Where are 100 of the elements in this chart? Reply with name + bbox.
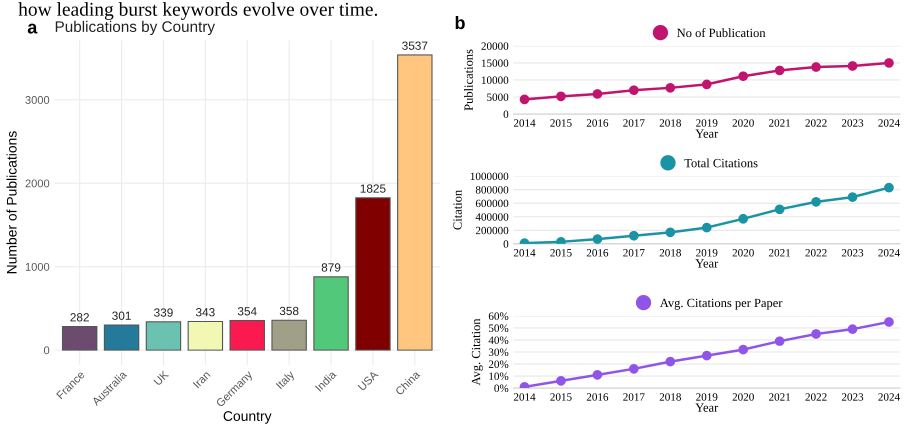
- point: [738, 71, 748, 82]
- bar: [355, 197, 391, 351]
- point: [884, 317, 894, 327]
- y-tick-label: 1000: [26, 262, 50, 271]
- text: a: [28, 24, 38, 34]
- point: [774, 66, 784, 76]
- point: [665, 82, 676, 93]
- x-tick-label: 2021: [769, 119, 790, 127]
- x-tick-label: 2019: [696, 249, 718, 257]
- x-tick-label: 2015: [550, 393, 572, 401]
- y-tick-label: 400000: [476, 213, 508, 221]
- chart-title: Publications by Country: [56, 20, 216, 36]
- y-tick-label: 600000: [476, 200, 508, 208]
- data-label: 879: [322, 263, 340, 272]
- x-tick-label: 2024: [878, 249, 900, 257]
- x-tick-label: 2023: [842, 249, 864, 257]
- x-tick-label: UK: [153, 370, 170, 386]
- point: [848, 324, 858, 334]
- data-label: 282: [70, 313, 89, 322]
- x-tick-label: 2017: [623, 249, 645, 257]
- y-tick-label: 0: [504, 110, 508, 118]
- point: [628, 364, 639, 374]
- x-tick-label: 2020: [732, 119, 754, 127]
- y-axis-title: Avg. Citation: [472, 318, 483, 386]
- x-tick-label: 2023: [842, 119, 864, 127]
- x-tick-label: 2014: [514, 393, 536, 401]
- bar: [104, 324, 140, 351]
- x-tick-label: Iran: [192, 370, 211, 388]
- y-tick-label: 30%: [488, 348, 508, 356]
- x-tick-label: Italy: [275, 370, 296, 391]
- point: [628, 85, 639, 96]
- data-label: 301: [112, 312, 131, 320]
- point: [811, 329, 821, 339]
- bar: [271, 320, 307, 351]
- x-tick-label: 2015: [550, 119, 572, 127]
- point: [702, 350, 712, 360]
- bar: [62, 326, 98, 351]
- y-tick-label: 60%: [488, 312, 508, 320]
- text: b: [456, 16, 465, 30]
- data-label: 1825: [360, 184, 386, 193]
- point: [628, 230, 639, 241]
- x-axis-title: Year: [695, 259, 718, 268]
- point: [884, 58, 894, 68]
- data-label: 339: [154, 308, 173, 317]
- point: [774, 336, 784, 346]
- y-tick-label: 10%: [489, 372, 508, 380]
- y-tick-label: 0: [44, 346, 50, 354]
- point: [702, 222, 712, 232]
- y-tick-label: 5000: [487, 93, 508, 101]
- x-axis-title: Year: [695, 403, 718, 412]
- x-tick-label: 2016: [586, 393, 608, 401]
- x-tick-label: 2022: [805, 393, 827, 401]
- x-tick-label: 2017: [623, 119, 645, 127]
- y-tick-label: 200000: [476, 226, 508, 234]
- y-tick-label: 0: [504, 240, 508, 248]
- y-axis-title: Publications: [464, 50, 473, 111]
- x-tick-label: 2019: [696, 119, 718, 127]
- x-tick-label: 2014: [514, 119, 536, 127]
- point: [738, 214, 748, 224]
- legend-label: Total Citations: [684, 158, 758, 168]
- x-tick-label: 2022: [805, 249, 827, 257]
- point: [848, 192, 858, 202]
- legend-label: Avg. Citations per Paper: [660, 298, 782, 310]
- point: [520, 94, 530, 104]
- x-axis-title: Country: [224, 411, 272, 424]
- x-tick-label: 2018: [660, 393, 681, 401]
- bar: [397, 54, 433, 351]
- x-tick-label: 2019: [696, 393, 718, 401]
- point: [702, 80, 712, 90]
- x-tick-label: 2021: [769, 249, 790, 257]
- point: [738, 344, 748, 354]
- point: [592, 234, 602, 244]
- legend-label: No of Publication: [677, 28, 766, 38]
- y-tick-label: 50%: [489, 324, 508, 332]
- point: [665, 227, 676, 238]
- point: [884, 182, 894, 192]
- x-tick-label: USA: [358, 370, 379, 392]
- x-tick-label: 2023: [842, 393, 864, 401]
- y-tick-label: 3000: [25, 96, 50, 104]
- bar: [146, 321, 182, 351]
- point: [811, 196, 821, 207]
- point: [556, 91, 566, 102]
- y-tick-label: 40%: [488, 336, 508, 344]
- data-label: 343: [196, 308, 215, 316]
- bar: [188, 320, 224, 351]
- data-label: 358: [280, 306, 298, 316]
- point: [774, 204, 784, 214]
- x-tick-label: 2016: [586, 249, 608, 257]
- x-tick-label: 2024: [878, 393, 900, 401]
- y-axis-title: Number of Publications: [6, 131, 17, 274]
- data-label: 3537: [402, 42, 428, 50]
- point: [811, 62, 821, 72]
- x-tick-label: 2015: [550, 249, 572, 257]
- x-tick-label: 2022: [805, 119, 827, 127]
- x-tick-label: 2014: [514, 249, 536, 257]
- x-axis-title: Year: [695, 129, 718, 138]
- point: [556, 376, 566, 386]
- x-tick-label: 2021: [769, 393, 790, 401]
- y-tick-label: 10000: [482, 76, 508, 84]
- x-tick-label: 2018: [660, 249, 681, 257]
